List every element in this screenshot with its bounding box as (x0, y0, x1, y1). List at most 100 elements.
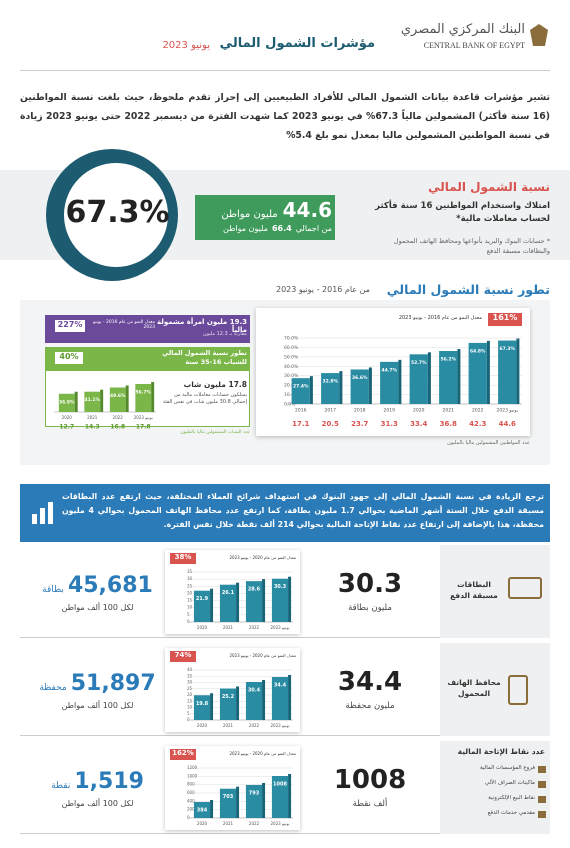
indicator-chart-card: 162% معدل النمو من عام 2020 - يونيو 2023 0… (165, 746, 300, 830)
bar-value-label: 41.1% (84, 397, 100, 403)
icon-bar (32, 514, 37, 524)
bar (58, 393, 75, 412)
bar-side (236, 686, 240, 720)
bar-value-label: 52.7% (411, 360, 427, 366)
x-tick-label: يونيو 2023 (270, 821, 289, 826)
growth-badge: 161% (488, 313, 522, 326)
y-tick-label: 35 (187, 673, 193, 678)
bar (245, 784, 263, 818)
bar-value-label: 21.9 (196, 596, 209, 602)
main-chart: 0.0% 10.0% 20.0% 30.0% 40.0% 50.0% 60.0% 70.0% 2… (284, 336, 522, 428)
y-tick-label: 30.0% (284, 373, 299, 379)
bar (193, 695, 211, 720)
x-tick-label: يونيو 2023 (497, 408, 519, 414)
bar (219, 584, 237, 622)
bar-side (516, 338, 520, 404)
y-tick-label: 25 (187, 686, 193, 691)
bar-side (236, 786, 240, 818)
emblem-shape (530, 24, 548, 46)
y-tick-label: 200 (187, 807, 195, 812)
counts-label: عدد المواطنين المشمولين ماليا بالمليون (447, 440, 530, 446)
logo-english: CENTRAL BANK OF EGYPT (423, 41, 525, 50)
band-text: ترجع الزيادة في نسبة الشمول المالي إلى ج… (62, 492, 544, 529)
x-tick-label: 2018 (354, 408, 366, 414)
count-label: 33.4 (410, 420, 427, 428)
bar (321, 373, 340, 404)
inclusion-note: * حسابات البنوك والبريد بأنواعها ومحافظ … (393, 237, 550, 255)
count-label: 44.6 (499, 420, 516, 428)
row-label-bg (440, 643, 550, 736)
bar-side (339, 371, 343, 404)
bar-side (151, 382, 155, 412)
logo-emblem (530, 24, 548, 46)
blue-band (20, 484, 550, 542)
x-tick-label: 2021 (223, 625, 234, 630)
bar (109, 387, 126, 412)
bar-side (288, 675, 292, 720)
bar (271, 578, 289, 622)
y-tick-label: 10 (187, 705, 193, 710)
y-tick-label: 1000 (187, 773, 198, 778)
y-tick-label: 600 (187, 790, 195, 795)
bar-value-label: 27.4% (293, 384, 309, 390)
x-tick-label: 2020 (197, 723, 208, 728)
y-tick-label: 35 (187, 569, 193, 574)
bar-value-label: 32.8% (322, 379, 338, 385)
per-100k-unit: نقطة (51, 781, 71, 791)
bar (498, 340, 517, 404)
indicator-value: 1008 (333, 765, 407, 795)
rate-ring (46, 149, 178, 281)
bar (193, 590, 211, 622)
bar (219, 788, 237, 818)
list-icon (538, 766, 546, 773)
bar-value-label: 56.7% (135, 390, 151, 396)
page-date: يونيو 2023 (162, 40, 210, 51)
y-tick-label: 50.0% (284, 354, 299, 360)
indicator-unit: مليون بطاقة (348, 603, 392, 613)
bar (245, 581, 263, 622)
bar-value-label: 30.4 (248, 688, 261, 694)
count-label: 16.8 (110, 424, 125, 431)
x-tick-label: 2020 (413, 408, 425, 414)
bar-value-label: 36.6% (352, 375, 368, 381)
bar-value-label: 703 (223, 794, 234, 800)
total-line: من اجمالي 66.4 مليون مواطن (200, 224, 332, 233)
list-icon (538, 781, 546, 788)
youth-chart: 36.9% 2020 12.7 41.1% 2021 14.3 49.6% 2022 16.8 5… (54, 382, 156, 431)
x-tick-label: 2021 (223, 821, 234, 826)
y-tick-label: 70.0% (284, 336, 299, 342)
bar-side (262, 579, 266, 622)
bar (350, 369, 369, 404)
y-tick-label: 0 (187, 619, 190, 624)
youth-growth: 40% (55, 352, 83, 364)
evolution-title: تطور نسبة الشمول المالي (386, 282, 550, 297)
bar (271, 677, 289, 720)
count-label: 36.8 (440, 420, 457, 428)
per-100k-label: لكل 100 ألف مواطن (61, 701, 134, 710)
list-item: نقاط البيع الإلكترونية (488, 795, 535, 801)
bar-value-label: 67.3% (499, 346, 515, 352)
bar-side (100, 389, 104, 412)
row-label: عدد نقاط الإتاحة المالية (457, 747, 545, 756)
y-tick-label: 10 (187, 605, 193, 610)
x-tick-label: 2016 (295, 408, 307, 414)
bar-value-label: 28.6 (248, 587, 261, 593)
x-tick-label: 2022 (472, 408, 484, 414)
y-tick-label: 0 (187, 717, 190, 722)
list-icon (538, 796, 546, 803)
x-tick-label: يونيو 2023 (134, 415, 153, 420)
indicator-value: 34.4 (337, 667, 403, 697)
youth-title: تطور نسبة الشمول المالي للشباب 16-35 سنة (162, 349, 247, 366)
y-tick-label: 30 (187, 576, 193, 581)
x-tick-label: 2021 (223, 723, 234, 728)
bar-value-label: 25.2 (222, 694, 235, 700)
count-label: 20.5 (322, 420, 339, 428)
y-tick-label: 400 (187, 798, 195, 803)
bar-value-label: 384 (197, 808, 208, 814)
header-rule (20, 70, 550, 71)
bar (439, 351, 458, 404)
y-tick-label: 60.0% (284, 345, 299, 351)
per-100k-line: 51,897 محفظة (35, 671, 160, 696)
bar-value-label: 49.6% (110, 393, 126, 399)
